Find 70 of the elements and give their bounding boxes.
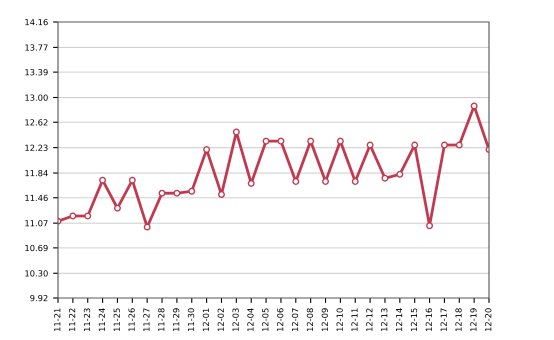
x-tick-label: 12-11 — [351, 308, 358, 332]
y-tick-label: 11.07 — [25, 220, 48, 226]
x-tick-label: 12-01 — [202, 308, 210, 332]
x-tick-label: 12-17 — [440, 308, 447, 332]
y-tick-label: 13.00 — [25, 94, 48, 101]
y-tick-label: 11.84 — [25, 170, 48, 176]
x-tick-label: 12-06 — [277, 308, 284, 332]
y-tick-label: 14.16 — [25, 18, 48, 26]
y-tick-label: 9.92 — [30, 294, 48, 302]
point — [262, 138, 270, 145]
point — [232, 128, 240, 136]
point — [336, 138, 344, 145]
point — [366, 142, 374, 148]
x-tick-label: 12-18 — [455, 308, 462, 332]
y-tick-label: 10.69 — [25, 244, 48, 252]
point — [218, 191, 225, 198]
x-tick-label: 11-21 — [54, 308, 60, 332]
x-tick-label: 12-15 — [410, 308, 418, 332]
point — [470, 102, 478, 110]
y-tick-label: 12.23 — [25, 144, 48, 151]
x-tick-label: 12-02 — [218, 308, 224, 332]
x-tick-label: 11-22 — [68, 308, 76, 332]
x-tick-label: 11-26 — [128, 308, 135, 332]
point — [144, 224, 151, 231]
x-tick-label: 11-24 — [98, 308, 105, 332]
x-tick-label: 12-12 — [366, 308, 372, 332]
point — [203, 146, 210, 154]
x-tick-label: 12-04 — [247, 308, 254, 332]
point — [411, 142, 418, 148]
x-tick-label: 11-25 — [114, 308, 120, 332]
x-tick-label: 11-27 — [143, 308, 150, 332]
y-tick-label: 13.77 — [25, 44, 48, 51]
y-tick-label: 13.39 — [25, 69, 48, 76]
x-tick-label: 12-05 — [262, 308, 268, 332]
point — [128, 176, 136, 184]
x-tick-label: 12-20 — [485, 308, 492, 332]
point — [158, 190, 166, 197]
point — [69, 212, 76, 220]
y-tick-label: 12.62 — [25, 119, 48, 126]
x-tick-label: 12-19 — [470, 308, 477, 332]
x-tick-label: 12-03 — [232, 308, 239, 332]
point — [114, 204, 121, 212]
y-tick-label: 10.30 — [25, 270, 48, 277]
x-tick-label: 11-29 — [173, 308, 180, 332]
y-tick-label: 11.46 — [25, 194, 48, 202]
point — [248, 180, 255, 187]
point — [322, 178, 329, 185]
x-tick-label: 12-08 — [306, 308, 314, 332]
x-tick-label: 12-14 — [396, 308, 402, 332]
point — [292, 178, 300, 185]
point — [188, 188, 196, 195]
x-tick-label: 12-10 — [336, 308, 343, 332]
point — [426, 222, 434, 230]
point — [352, 178, 359, 185]
point — [277, 138, 284, 145]
point — [440, 142, 448, 148]
x-tick-label: 12-07 — [292, 308, 298, 332]
point — [456, 142, 463, 148]
point — [99, 176, 106, 184]
point — [396, 170, 404, 178]
x-tick-label: 11-23 — [84, 308, 90, 332]
point — [307, 138, 314, 145]
point — [84, 212, 92, 220]
point — [381, 174, 388, 182]
x-tick-label: 11-28 — [158, 308, 164, 332]
x-tick-label: 12-13 — [381, 308, 388, 332]
x-tick-label: 12-09 — [322, 308, 328, 332]
x-tick-label: 11-30 — [188, 308, 194, 332]
x-tick-label: 12-16 — [426, 308, 432, 332]
point — [173, 190, 180, 197]
